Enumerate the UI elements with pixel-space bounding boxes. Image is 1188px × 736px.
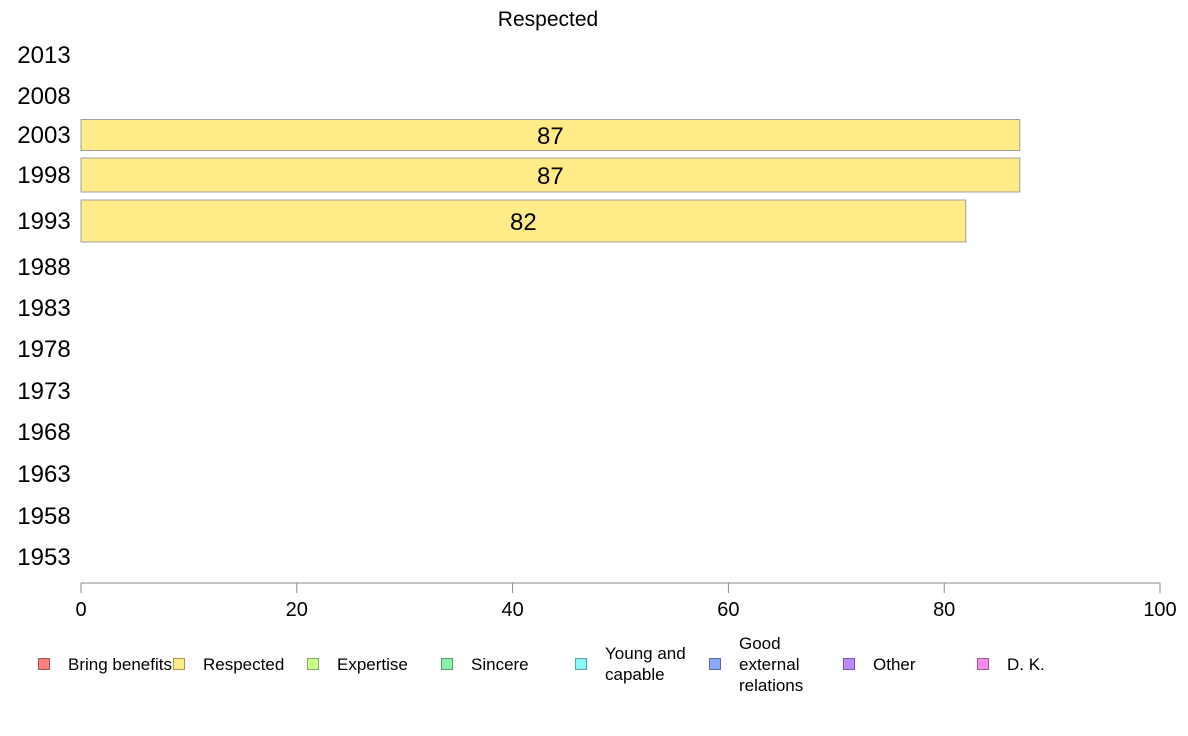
chart-title: Respected <box>498 8 598 31</box>
legend-item: D. K. <box>977 628 1045 700</box>
y-axis-labels: 2013 2008 2003 1998 1993 1988 1983 1978 1973 1968… <box>17 42 70 571</box>
y-tick-label: 1968 <box>17 419 70 446</box>
x-tick-label: 0 <box>75 599 86 621</box>
legend-item: Bring benefits <box>38 628 172 700</box>
x-tick-label: 60 <box>717 599 739 621</box>
legend-swatch <box>441 658 453 670</box>
x-tick-label: 20 <box>286 599 308 621</box>
x-axis: 0 20 40 60 80 100 <box>75 582 1177 621</box>
legend-item: Good external relations <box>709 628 829 700</box>
legend-label: Good external relations <box>739 633 804 695</box>
legend-item: Expertise <box>307 628 408 700</box>
legend-swatch <box>173 658 185 670</box>
y-tick-label: 1983 <box>17 295 70 322</box>
y-tick-label: 1993 <box>17 208 70 235</box>
y-tick-label: 1978 <box>17 336 70 363</box>
legend-label: Sincere <box>471 654 529 674</box>
y-tick-label: 1973 <box>17 378 70 405</box>
legend-swatch <box>575 658 587 670</box>
legend-label: Young and capable <box>605 644 686 684</box>
y-tick-label: 1998 <box>17 162 70 189</box>
y-tick-label: 1953 <box>17 544 70 571</box>
bar-2003 <box>80 119 1021 151</box>
legend-item: Other <box>843 628 916 700</box>
bar-1993 <box>80 199 967 243</box>
legend-swatch <box>38 658 50 670</box>
y-tick-label: 2013 <box>17 42 70 69</box>
y-tick-label: 1963 <box>17 461 70 488</box>
legend-label: Expertise <box>337 654 408 674</box>
y-tick-label: 1958 <box>17 503 70 530</box>
legend: Bring benefits Respected Expertise Sincere Y… <box>0 628 1188 708</box>
y-tick-label: 2008 <box>17 83 70 110</box>
legend-swatch <box>709 658 721 670</box>
y-tick-label: 1988 <box>17 254 70 281</box>
legend-label: Respected <box>203 654 285 674</box>
legend-item: Respected <box>173 628 284 700</box>
legend-label: D. K. <box>1007 654 1045 674</box>
x-tick-label: 100 <box>1143 599 1176 621</box>
y-tick-label: 2003 <box>17 122 70 149</box>
x-tick-label: 40 <box>501 599 523 621</box>
legend-item: Young and capable <box>575 628 705 700</box>
legend-swatch <box>307 658 319 670</box>
legend-label: Other <box>873 654 916 674</box>
x-tick-label: 80 <box>933 599 955 621</box>
legend-swatch <box>977 658 989 670</box>
bar-value-label: 87 <box>537 123 564 150</box>
legend-label: Bring benefits <box>68 654 172 674</box>
legend-item: Sincere <box>441 628 529 700</box>
bar-value-label: 87 <box>537 163 564 190</box>
bar-value-label: 82 <box>510 209 537 236</box>
bar-1998 <box>80 157 1021 193</box>
legend-swatch <box>843 658 855 670</box>
